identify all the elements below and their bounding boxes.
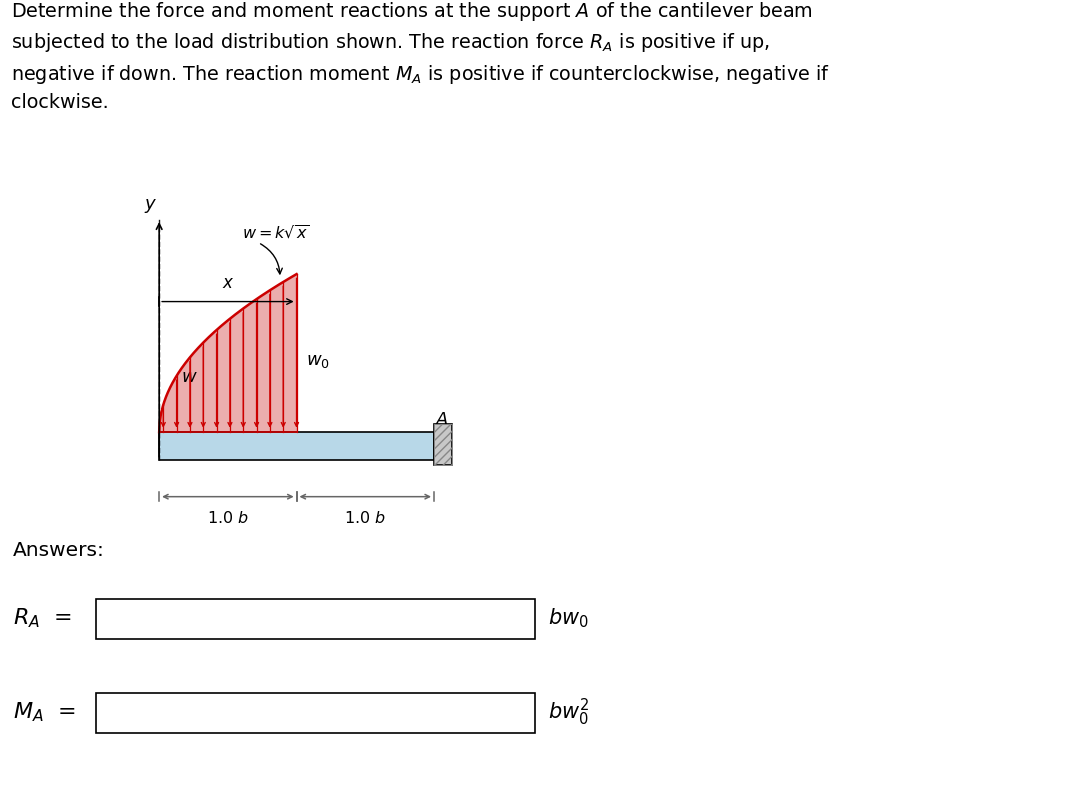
Text: $x$: $x$ <box>221 274 234 292</box>
Bar <box>434 424 452 465</box>
Text: 1.0 $b$: 1.0 $b$ <box>345 510 386 526</box>
FancyBboxPatch shape <box>96 599 535 638</box>
Bar <box>159 432 434 460</box>
Text: $R_A$  =: $R_A$ = <box>13 607 72 630</box>
Text: $A$: $A$ <box>435 412 449 430</box>
Text: 1.0 $b$: 1.0 $b$ <box>207 510 249 526</box>
Text: $w = k\sqrt{x}$: $w = k\sqrt{x}$ <box>242 224 309 242</box>
Text: $y$: $y$ <box>144 197 157 215</box>
Text: Answers:: Answers: <box>13 541 105 560</box>
Text: Determine the force and moment reactions at the support $\mathit{A}$ of the cant: Determine the force and moment reactions… <box>11 0 829 112</box>
Text: $w_0$: $w_0$ <box>306 352 331 370</box>
FancyBboxPatch shape <box>96 693 535 732</box>
Text: $M_A$  =: $M_A$ = <box>13 701 76 724</box>
Bar <box>434 424 452 465</box>
Text: $bw_0$: $bw_0$ <box>548 607 589 630</box>
Text: $w$: $w$ <box>181 368 198 386</box>
Text: $bw_0^2$: $bw_0^2$ <box>548 697 589 728</box>
